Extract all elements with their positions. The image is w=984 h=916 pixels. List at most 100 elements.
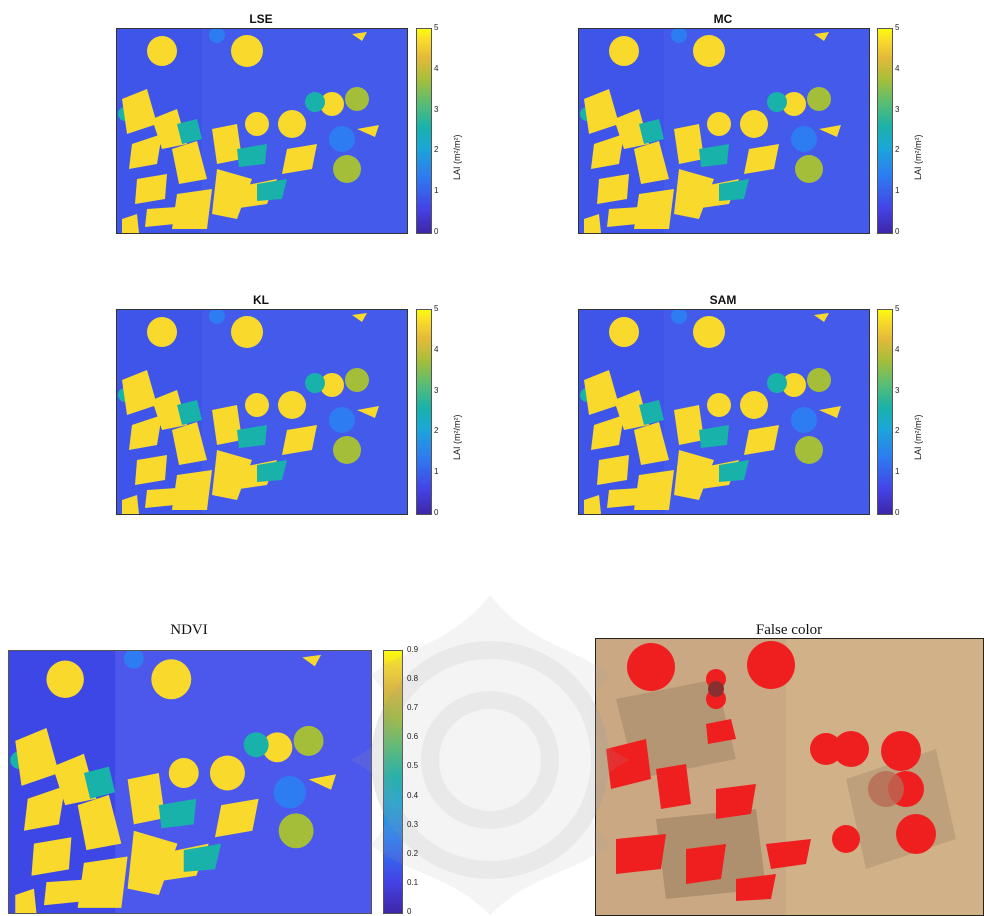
crop-circle [795,436,823,464]
crop-circle [305,92,325,112]
crop-field [122,89,157,134]
colorbar-tick-label: 0 [407,907,412,916]
crop-field [634,189,674,229]
colorbar-tick-label: 1 [895,186,900,196]
colorbar-tick-label: 5 [895,23,900,32]
crop-circle [832,825,860,853]
crop-circle [345,87,369,111]
crop-field [77,794,122,851]
crop-circle [333,155,361,183]
lai-map [578,309,870,515]
crop-circle [151,659,192,700]
crop-field [177,119,202,144]
crop-field [699,144,729,167]
crop-field [352,313,367,322]
crop-circle [740,110,768,138]
crop-field [616,834,666,874]
colorbar-tick-label: 0.4 [407,790,419,800]
crop-field [584,495,601,514]
crop-field [145,207,177,227]
crop-circle [693,316,725,348]
crop-field [819,125,841,137]
crop-field [122,370,157,415]
colorbar-tick-label: 5 [434,23,439,32]
colorbar-tick-label: 3 [895,104,900,114]
colorbar-tick-label: 0 [434,508,439,517]
colorbar-tick-label: 2 [895,145,900,155]
colorbar-tick-label: 1 [434,186,439,196]
crop-circle [881,731,921,771]
crop-circle [245,393,269,417]
chart-title: LSE [249,12,273,26]
colorbar-tick-label: 0.9 [407,645,419,654]
crop-field [634,470,674,510]
lai-map [116,309,408,515]
colorbar-tick-label: 2 [434,426,439,436]
colorbar-tick-label: 0.8 [407,674,419,684]
colorbar-tick-label: 5 [434,304,439,313]
chart-title: MC [713,12,733,26]
crop-circle [782,373,806,397]
crop-circle [293,725,324,756]
crop-field [15,888,37,913]
colorbar-tick-label: 2 [434,145,439,155]
colorbar-tick-label: 0.7 [407,703,419,713]
colorbar-tick-label: 0.6 [407,732,419,742]
crop-field [183,843,222,872]
crop-field [129,415,162,450]
crop-circle [209,29,225,43]
crop-circle [896,814,936,854]
crop-circle [273,776,307,809]
crop-circle [609,36,639,66]
crop-circle [305,373,325,393]
lai-map [578,28,870,234]
chart-title: KL [253,293,269,307]
crop-field [686,844,726,884]
crop-circle [345,368,369,392]
colorbar-tick-label: 4 [895,344,900,354]
crop-field [744,144,779,174]
crop-field [257,179,287,201]
crop-field [706,719,736,744]
crop-field [357,406,379,418]
crop-field [31,837,72,876]
crop-field [212,124,242,164]
colorbar-tick-label: 1 [434,467,439,477]
crop-field [606,739,651,789]
crop-circle [693,35,725,67]
crop-circle [168,758,199,788]
crop-field [634,141,669,184]
crop-field [172,422,207,465]
crop-circle [231,316,263,348]
crop-circle [707,112,731,136]
crop-circle [767,92,787,112]
crop-field [814,313,829,322]
crop-field [639,119,664,144]
colorbar-tick-label: 1 [895,467,900,477]
crop-field [634,422,669,465]
colorbar-tick-label: 4 [895,63,900,73]
crop-field [282,425,317,455]
crop-circle [795,155,823,183]
crop-circle [807,368,831,392]
colorbar-tick-label: 0 [895,508,900,517]
crop-circle [767,373,787,393]
crop-circle [147,36,177,66]
colorbar-label: LAI (m²/m²) [913,134,923,181]
crop-circle [868,771,904,807]
colorbar [877,28,893,234]
crop-field [639,400,664,425]
crop-circle [740,391,768,419]
chart-title: False color [755,622,823,638]
crop-circle [278,110,306,138]
colorbar-tick-label: 0 [895,227,900,236]
crop-field [597,174,629,204]
crop-field [43,879,84,906]
crop-field [177,400,202,425]
colorbar-tick-label: 4 [434,344,439,354]
crop-field [172,141,207,184]
crop-field [23,785,66,831]
crop-field [77,856,128,908]
crop-circle [46,660,84,698]
crop-field [591,415,624,450]
